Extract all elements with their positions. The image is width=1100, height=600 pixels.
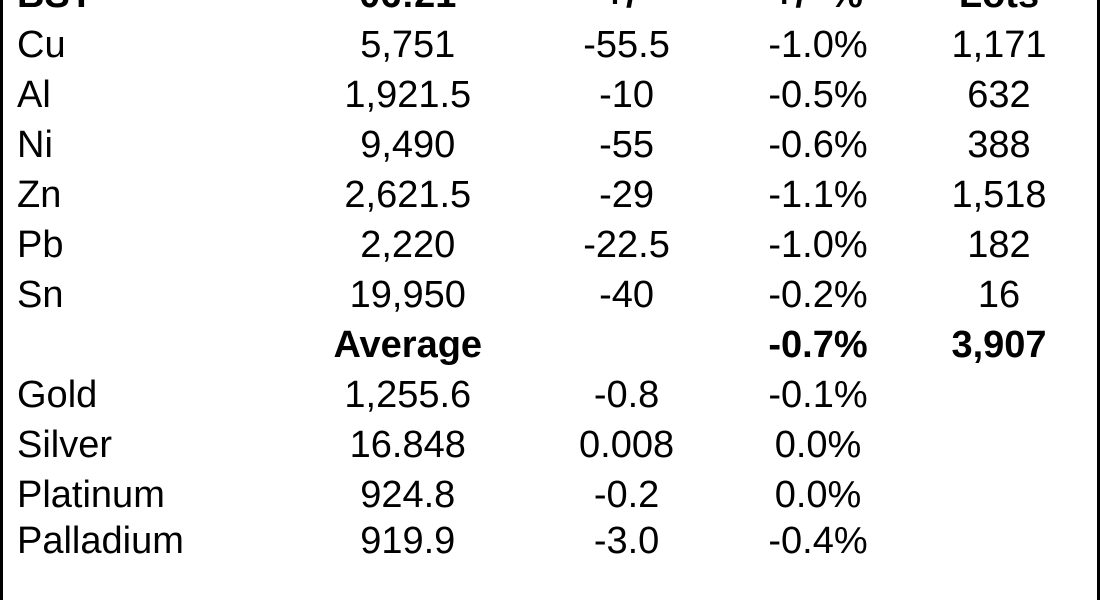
cell-lots: 1,171 — [911, 20, 1097, 70]
hdr-lots: Lots — [911, 0, 1097, 20]
cell-chg: -0.2 — [528, 470, 725, 520]
cell-chg: -10 — [528, 70, 725, 120]
hdr-pct: +/- % — [725, 0, 911, 20]
cell-name: Silver — [3, 420, 287, 470]
average-row: Average -0.7% 3,907 — [3, 320, 1097, 370]
cell-pct: -0.4% — [725, 520, 911, 560]
cell-price: 1,921.5 — [287, 70, 528, 120]
cell-name: Sn — [3, 270, 287, 320]
cell-name: Pb — [3, 220, 287, 270]
hdr-chg: +/- — [528, 0, 725, 20]
cell-pct: -0.6% — [725, 120, 911, 170]
table-row: Platinum 924.8 -0.2 0.0% — [3, 470, 1097, 520]
table-row: Silver 16.848 0.008 0.0% — [3, 420, 1097, 470]
table-header-row: BST 06:21 +/- +/- % Lots — [3, 0, 1097, 20]
cell-price: 9,490 — [287, 120, 528, 170]
cell-lots — [911, 470, 1097, 520]
hdr-name: BST — [3, 0, 287, 20]
cell-lots — [911, 520, 1097, 560]
cell-price: 919.9 — [287, 520, 528, 560]
cell-price: 16.848 — [287, 420, 528, 470]
avg-label: Average — [287, 320, 528, 370]
cell-price: 1,255.6 — [287, 370, 528, 420]
avg-lots: 3,907 — [911, 320, 1097, 370]
table-row: Pb 2,220 -22.5 -1.0% 182 — [3, 220, 1097, 270]
cell-chg: -55 — [528, 120, 725, 170]
cell-name: Zn — [3, 170, 287, 220]
table-row: Gold 1,255.6 -0.8 -0.1% — [3, 370, 1097, 420]
metals-price-table: BST 06:21 +/- +/- % Lots Cu 5,751 -55.5 … — [0, 0, 1100, 600]
cell-name: Gold — [3, 370, 287, 420]
cell-name: Platinum — [3, 470, 287, 520]
cell-pct: -0.5% — [725, 70, 911, 120]
cell-lots: 1,518 — [911, 170, 1097, 220]
cell-price: 19,950 — [287, 270, 528, 320]
cell-name: Palladium — [3, 520, 287, 560]
avg-name — [3, 320, 287, 370]
cell-pct: 0.0% — [725, 420, 911, 470]
cell-pct: -0.2% — [725, 270, 911, 320]
cell-chg: -40 — [528, 270, 725, 320]
cell-lots: 632 — [911, 70, 1097, 120]
price-table: BST 06:21 +/- +/- % Lots Cu 5,751 -55.5 … — [3, 0, 1097, 590]
cell-chg: -55.5 — [528, 20, 725, 70]
table-row: Palladium 919.9 -3.0 -0.4% — [3, 520, 1097, 560]
cell-pct: 0.0% — [725, 470, 911, 520]
cell-price: 924.8 — [287, 470, 528, 520]
cell-lots: 16 — [911, 270, 1097, 320]
table-row: Cu 5,751 -55.5 -1.0% 1,171 — [3, 20, 1097, 70]
table-row: Sn 19,950 -40 -0.2% 16 — [3, 270, 1097, 320]
cell-name: Cu — [3, 20, 287, 70]
cell-price: 2,220 — [287, 220, 528, 270]
cell-lots — [911, 420, 1097, 470]
cell-price: 2,621.5 — [287, 170, 528, 220]
cell-chg: -3.0 — [528, 520, 725, 560]
cell-chg: -22.5 — [528, 220, 725, 270]
cell-chg: -0.8 — [528, 370, 725, 420]
cell-lots — [911, 370, 1097, 420]
cell-name: Al — [3, 70, 287, 120]
cell-lots: 182 — [911, 220, 1097, 270]
cell-price: 5,751 — [287, 20, 528, 70]
avg-chg — [528, 320, 725, 370]
cell-pct: -0.1% — [725, 370, 911, 420]
avg-pct: -0.7% — [725, 320, 911, 370]
cell-name: Ni — [3, 120, 287, 170]
table-row: Zn 2,621.5 -29 -1.1% 1,518 — [3, 170, 1097, 220]
hdr-price: 06:21 — [287, 0, 528, 20]
cell-pct: -1.0% — [725, 220, 911, 270]
cell-pct: -1.1% — [725, 170, 911, 220]
table-row: Al 1,921.5 -10 -0.5% 632 — [3, 70, 1097, 120]
cell-chg: 0.008 — [528, 420, 725, 470]
cell-lots: 388 — [911, 120, 1097, 170]
table-row: Ni 9,490 -55 -0.6% 388 — [3, 120, 1097, 170]
cell-pct: -1.0% — [725, 20, 911, 70]
cell-chg: -29 — [528, 170, 725, 220]
